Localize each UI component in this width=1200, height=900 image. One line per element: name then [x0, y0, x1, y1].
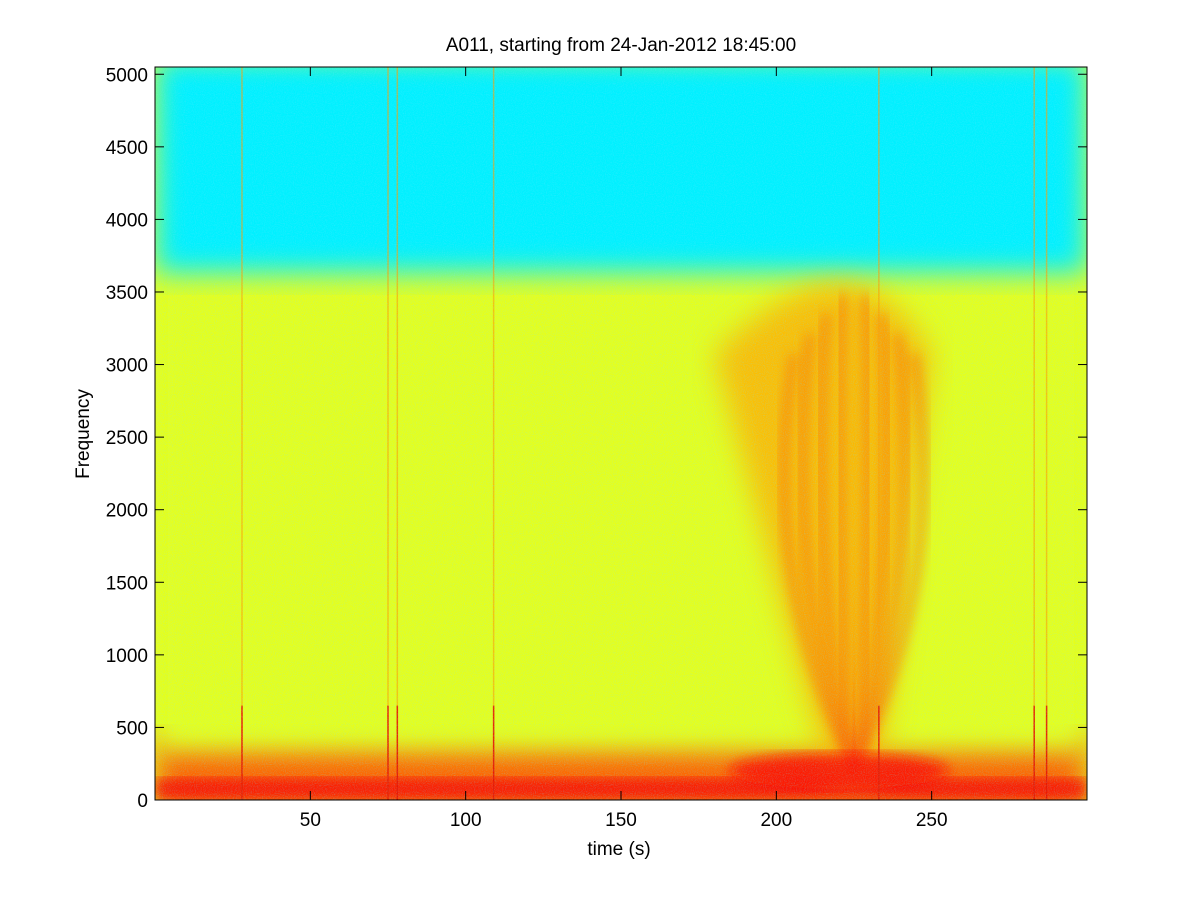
y-tick-label: 3000	[106, 356, 148, 377]
x-tick-label: 50	[300, 810, 321, 831]
y-tick-label: 2500	[106, 428, 148, 449]
x-axis-label: time (s)	[587, 839, 650, 860]
y-tick-label: 4000	[106, 210, 148, 231]
y-tick-label: 3500	[106, 283, 148, 304]
x-tick-label: 250	[916, 810, 948, 831]
y-tick-label: 0	[137, 791, 148, 812]
x-tick-label: 100	[450, 810, 482, 831]
y-tick-label: 2000	[106, 501, 148, 522]
chart-title: A011, starting from 24-Jan-2012 18:45:00	[446, 35, 796, 56]
speckle-noise	[155, 67, 1087, 800]
plot-area	[155, 67, 1087, 800]
y-axis-label: Frequency	[73, 389, 94, 479]
y-tick-label: 1000	[106, 646, 148, 667]
x-tick-label: 200	[760, 810, 792, 831]
y-tick-label: 1500	[106, 573, 148, 594]
y-axis-ticks: 0 500 1000 1500 2000 2500 3000 3500 4000 4500 5000	[106, 65, 1087, 812]
y-tick-label: 4500	[106, 138, 148, 159]
x-axis-ticks: 50 100 150 200 250	[300, 67, 948, 831]
y-tick-label: 5000	[106, 65, 148, 86]
x-tick-label: 150	[605, 810, 637, 831]
y-tick-label: 500	[116, 718, 148, 739]
